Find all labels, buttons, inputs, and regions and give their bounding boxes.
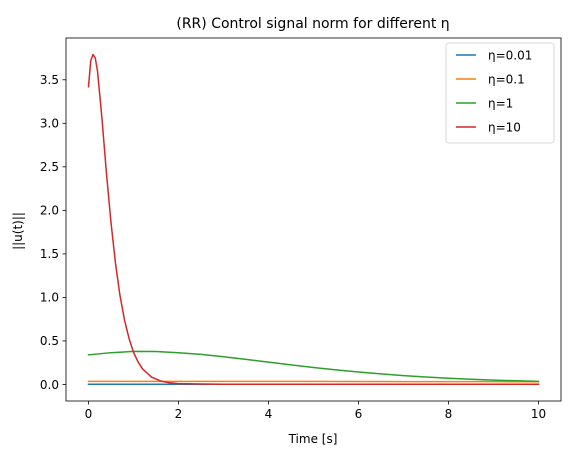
y-tick-label: 0.0 [40, 378, 59, 392]
plot-area [87, 53, 540, 386]
y-tick-label: 2.5 [40, 160, 59, 174]
x-tick-label: 2 [175, 407, 183, 421]
y-axis-label: ||u(t)|| [11, 212, 25, 250]
y-tick-label: 3.0 [40, 117, 59, 131]
chart-title: (RR) Control signal norm for different η [176, 16, 449, 32]
x-tick-label: 0 [85, 407, 93, 421]
series-line-2 [87, 350, 540, 383]
legend-label-3: η=10 [488, 120, 521, 134]
y-tick-label: 2.0 [40, 204, 59, 218]
x-tick-label: 8 [445, 407, 453, 421]
x-axis-label: Time [s] [288, 432, 338, 446]
legend-label-0: η=0.01 [488, 48, 532, 62]
axes-frame [65, 37, 562, 402]
axes: 0 2 4 6 8 10 0.0 0.5 1.0 1.5 2.0 2.5 3.0 3.5 [40, 37, 562, 421]
legend-box [445, 42, 555, 144]
x-tick-label: 6 [355, 407, 363, 421]
x-tick-label: 10 [531, 407, 546, 421]
y-tick-label: 1.0 [40, 291, 59, 305]
legend-label-1: η=0.1 [488, 72, 525, 86]
y-tick-label: 0.5 [40, 334, 59, 348]
legend-label-2: η=1 [488, 96, 513, 110]
series-line-3 [87, 53, 540, 386]
x-tick-label: 4 [265, 407, 273, 421]
y-tick-label: 1.5 [40, 247, 59, 261]
legend: η=0.01 η=0.1 η=1 η=10 [445, 42, 555, 144]
y-tick-label: 3.5 [40, 73, 59, 87]
